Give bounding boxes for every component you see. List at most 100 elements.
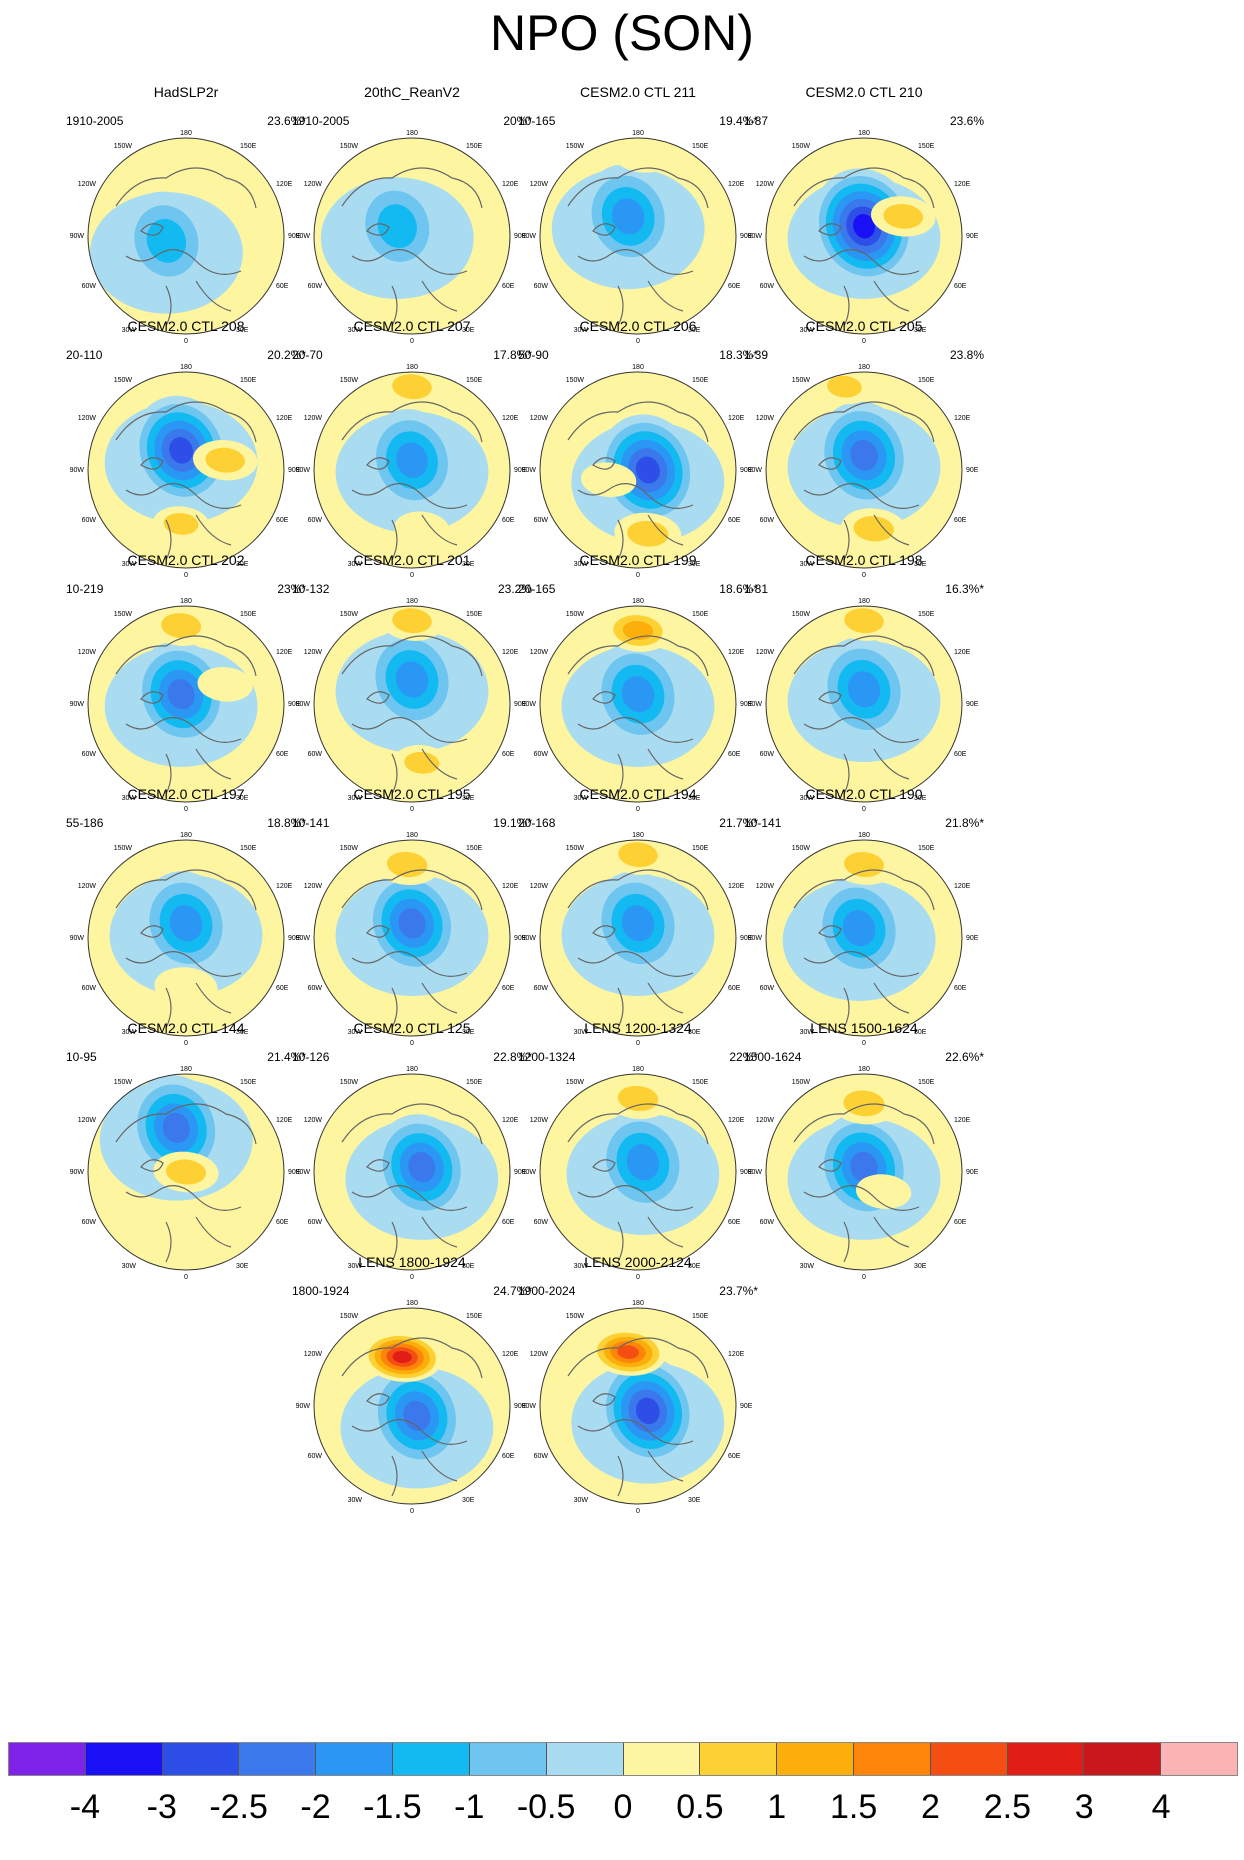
colorbar-tick-label: -2 [300,1788,331,1826]
coastlines [793,401,935,561]
longitude-label-upper-right: 120E [954,415,971,422]
longitude-label-upper-left: 120W [530,1351,549,1358]
coastlines [567,1337,709,1497]
longitude-label-upper-left: 120W [530,649,549,656]
longitude-label-bottom: 0 [410,1508,414,1515]
high-contour-5 [392,1350,412,1364]
polar-map: 180 0 90W 90E 150W 150E 120W 120E 60W 60E 30W 30E [748,598,979,813]
coastlines [115,401,257,561]
longitude-label-lower-right: 60E [954,283,967,290]
panel-title: CESM2.0 CTL 201 [353,552,471,568]
longitude-label-bottom-left: 30W [122,795,137,802]
polar-map: 180 0 90W 90E 150W 150E 120W 120E 60W 60E 30W 30E [522,364,753,579]
low-contour-3 [847,671,881,708]
longitude-label-top-left: 150W [114,845,133,852]
panel-variance-percent: 16.3%* [945,582,984,596]
longitude-label-lower-right: 60E [276,985,289,992]
panel-variance-percent: 19.4%* [719,114,758,128]
polar-map: 180 0 90W 90E 150W 150E 120W 120E 60W 60E 30W 30E [522,1066,753,1281]
high-contour-0 [380,1074,444,1109]
panel-title: HadSLP2r [153,84,219,100]
map-border [765,839,963,1037]
longitude-label-bottom-left: 30W [800,795,815,802]
longitude-label-top-left: 150W [340,611,359,618]
longitude-label-bottom-right: 30E [236,1029,249,1036]
panel-variance-percent: 19.1%* [493,816,532,830]
longitude-label-upper-right: 120E [502,1117,519,1124]
polar-map: 180 0 90W 90E 150W 150E 120W 120E 60W 60E 30W 30E [296,598,527,813]
longitude-label-left: 90W [296,233,311,240]
polar-map: 180 0 90W 90E 150W 150E 120W 120E 60W 60E 30W 30E [296,1066,527,1281]
panel-title: CESM2.0 CTL 206 [579,318,697,334]
longitude-label-top-left: 150W [566,611,585,618]
panel-title: CESM2.0 CTL 210 [805,84,923,100]
longitude-label-top-left: 150W [566,845,585,852]
longitude-label-left: 90W [522,701,537,708]
panel-title: CESM2.0 CTL 202 [127,552,245,568]
panel-period: 10-95 [66,1050,97,1064]
panel-title: CESM2.0 CTL 207 [353,318,471,334]
longitude-label-lower-right: 60E [502,517,515,524]
longitude-label-upper-left: 120W [756,649,775,656]
panel-period: 20-110 [66,348,103,362]
high-contour-1 [161,613,202,639]
longitude-label-upper-left: 120W [530,181,549,188]
longitude-label-right: 90E [740,1403,753,1410]
longitude-label-bottom-left: 30W [800,327,815,334]
colorbar-segment [316,1743,394,1775]
longitude-label-upper-left: 120W [304,883,323,890]
longitude-label-bottom-left: 30W [348,327,363,334]
longitude-label-left: 90W [296,701,311,708]
longitude-label-bottom-right: 30E [462,1029,475,1036]
longitude-label-bottom-left: 30W [122,1029,137,1036]
longitude-label-top: 180 [180,1066,192,1073]
coastlines [567,401,709,561]
longitude-label-upper-left: 120W [78,649,97,656]
coastlines [567,167,709,327]
map-panel: CESM2.0 CTL 144 10-95 21.4%* 180 0 90W 90E 150W… [52,1014,320,1286]
colorbar-segment [700,1743,778,1775]
longitude-label-right: 90E [740,1169,753,1176]
longitude-label-upper-left: 120W [756,883,775,890]
map-border [765,1073,963,1271]
longitude-label-bottom-left: 30W [122,561,137,568]
longitude-label-bottom-right: 30E [236,561,249,568]
longitude-label-bottom: 0 [184,1040,188,1047]
panel-variance-percent: 23.6%* [267,114,306,128]
longitude-label-top: 180 [406,598,418,605]
panel-variance-percent: 23.2% [497,582,532,596]
colorbar-segment [930,1743,1008,1775]
longitude-label-bottom-right: 30E [462,795,475,802]
panel-period: 55-186 [66,816,104,830]
longitude-label-bottom: 0 [184,1274,188,1281]
longitude-label-right: 90E [288,233,301,240]
longitude-label-lower-left: 60W [308,751,323,758]
longitude-label-right: 90E [514,1403,527,1410]
colorbar-segment [777,1743,854,1775]
longitude-label-left: 90W [748,233,763,240]
panel-period: 1200-1324 [518,1050,576,1064]
longitude-label-lower-right: 60E [502,1219,515,1226]
map-border [539,371,737,569]
low-contour-4 [408,1151,436,1183]
longitude-label-upper-right: 120E [502,181,519,188]
map-border [765,371,963,569]
panel-period: 20-168 [518,816,556,830]
longitude-label-bottom: 0 [184,338,188,345]
polar-map: 180 0 90W 90E 150W 150E 120W 120E 60W 60E 30W 30E [522,130,753,345]
high-contour-1 [392,374,432,400]
panel-variance-percent: 21.4%* [267,1050,306,1064]
longitude-label-upper-left: 120W [304,649,323,656]
high-contour-1 [883,204,924,229]
colorbar-tick-label: 0 [613,1788,633,1826]
longitude-label-upper-left: 120W [304,181,323,188]
map-border [765,605,963,803]
colorbar-tick-label: -0.5 [516,1788,576,1826]
longitude-label-top: 180 [406,1066,418,1073]
longitude-label-bottom-left: 30W [348,1029,363,1036]
polar-map: 180 0 90W 90E 150W 150E 120W 120E 60W 60E 30W 30E [70,1066,301,1281]
panel-variance-percent: 18.3%* [719,348,758,362]
longitude-label-bottom-left: 30W [574,1263,589,1270]
longitude-label-top-left: 150W [114,1079,133,1086]
panel-variance-percent: 21.7%* [719,816,758,830]
